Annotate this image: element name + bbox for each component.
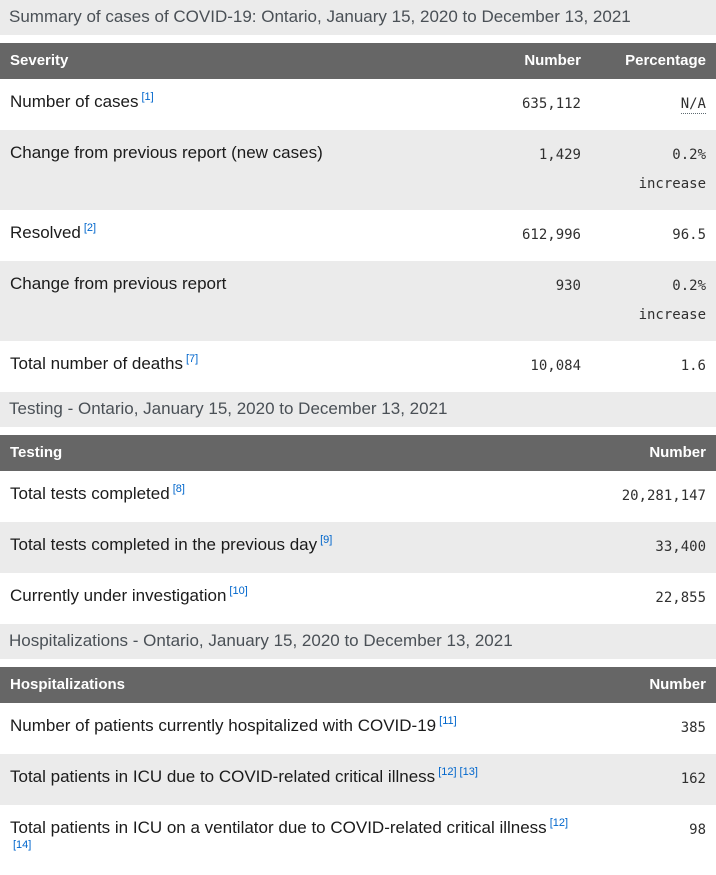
percentage-number: 0.2% xyxy=(672,278,706,294)
hospitalizations-header-row: Hospitalizations Number xyxy=(0,667,716,703)
footnote-link[interactable]: [1] xyxy=(141,91,154,104)
summary-table: Severity Number Percentage Number of cas… xyxy=(0,43,716,392)
table-row: Total tests completed in the previous da… xyxy=(0,522,716,573)
table-row: Total number of deaths [7] 10,084 1.6 xyxy=(0,341,716,392)
footnote-link[interactable]: [14] xyxy=(13,839,32,852)
table-row: Number of patients currently hospitalize… xyxy=(0,703,716,754)
number-value: 612,996 xyxy=(521,227,581,243)
number-value: 98 xyxy=(689,822,706,838)
row-label: Total tests completed in the previous da… xyxy=(0,522,586,573)
row-label: Number of patients currently hospitalize… xyxy=(0,703,586,754)
testing-table-title: Testing - Ontario, January 15, 2020 to D… xyxy=(0,392,716,427)
table-row: Currently under investigation [10] 22,855 xyxy=(0,573,716,624)
table-row: Total patients in ICU on a ventilator du… xyxy=(0,805,716,875)
row-label-text: Total tests completed in the previous da… xyxy=(10,535,318,554)
summary-header-row: Severity Number Percentage xyxy=(0,43,716,79)
table-row: Total patients in ICU due to COVID-relat… xyxy=(0,754,716,805)
footnote-link[interactable]: [12] xyxy=(549,817,569,830)
testing-table-block: Testing Number Total tests completed [8] 2… xyxy=(0,435,716,624)
table-row: Resolved [2] 612,996 96.5 xyxy=(0,210,716,261)
footnote-link[interactable]: [2] xyxy=(83,222,97,235)
percentage-value: 96.5 xyxy=(591,210,716,261)
table-row: Change from previous report 930 0.2% increa… xyxy=(0,261,716,341)
percentage-number: 0.2% xyxy=(672,147,706,163)
row-label-text: Number of cases xyxy=(10,92,139,111)
number-value: 1,429 xyxy=(538,147,581,163)
row-label-text: Total tests completed xyxy=(10,484,170,503)
number-value: 162 xyxy=(680,771,706,787)
row-label: Total patients in ICU due to COVID-relat… xyxy=(0,754,586,805)
percentage-number: 96.5 xyxy=(672,227,706,243)
column-header-percentage: Percentage xyxy=(591,43,716,79)
column-header-severity: Severity xyxy=(0,43,461,79)
row-label-text: Change from previous report xyxy=(10,274,227,293)
row-label: Change from previous report (new cases) xyxy=(0,130,461,210)
percentage-note: increase xyxy=(638,307,706,323)
footnote-link[interactable]: [12] xyxy=(438,766,457,779)
number-value: 33,400 xyxy=(655,539,706,555)
table-row: Number of cases [1] 635,112 N/A xyxy=(0,79,716,130)
footnote-link[interactable]: [11] xyxy=(439,715,457,728)
column-header-testing: Testing xyxy=(0,435,586,471)
number-value: 20,281,147 xyxy=(621,488,706,504)
row-label-text: Currently under investigation xyxy=(10,586,227,605)
row-label-text: Total number of deaths xyxy=(10,354,183,373)
number-value: 635,112 xyxy=(521,96,581,112)
number-value: 22,855 xyxy=(655,590,706,606)
column-header-number: Number xyxy=(461,43,591,79)
footnote-link[interactable]: [13] xyxy=(459,766,478,779)
row-label-text: Resolved xyxy=(10,223,81,242)
row-label: Currently under investigation [10] xyxy=(0,573,586,624)
percentage-value: 1.6 xyxy=(591,341,716,392)
column-header-number: Number xyxy=(586,667,716,703)
number-value: 385 xyxy=(680,720,706,736)
percentage-value: N/A xyxy=(591,79,716,130)
footnote-link[interactable]: [9] xyxy=(320,534,333,547)
summary-table-title: Summary of cases of COVID-19: Ontario, J… xyxy=(0,0,716,35)
row-label-text: Total patients in ICU due to COVID-relat… xyxy=(10,767,436,786)
row-label-text: Number of patients currently hospitalize… xyxy=(10,716,437,735)
row-label: Change from previous report xyxy=(0,261,461,341)
row-label: Total tests completed [8] xyxy=(0,471,586,522)
na-abbreviation: N/A xyxy=(680,96,706,114)
percentage-value: 0.2% increase xyxy=(591,130,716,210)
percentage-value: 0.2% increase xyxy=(591,261,716,341)
percentage-number: 1.6 xyxy=(680,358,706,374)
number-value: 10,084 xyxy=(530,358,581,374)
row-label-text: Total patients in ICU on a ventilator du… xyxy=(10,818,547,837)
row-label: Total patients in ICU on a ventilator du… xyxy=(0,805,586,875)
footnote-link[interactable]: [10] xyxy=(229,585,248,598)
row-label: Total number of deaths [7] xyxy=(0,341,461,392)
row-label-text: Change from previous report (new cases) xyxy=(10,143,323,162)
table-row: Change from previous report (new cases) 1… xyxy=(0,130,716,210)
row-label: Resolved [2] xyxy=(0,210,461,261)
hospitalizations-table: Hospitalizations Number Number of patien… xyxy=(0,667,716,875)
column-header-hospitalizations: Hospitalizations xyxy=(0,667,586,703)
summary-table-block: Severity Number Percentage Number of cas… xyxy=(0,43,716,392)
row-label: Number of cases [1] xyxy=(0,79,461,130)
footnote-link[interactable]: [8] xyxy=(172,483,185,496)
testing-table: Testing Number Total tests completed [8] 2… xyxy=(0,435,716,624)
testing-header-row: Testing Number xyxy=(0,435,716,471)
hospitalizations-table-title: Hospitalizations - Ontario, January 15, … xyxy=(0,624,716,659)
hospitalizations-table-block: Hospitalizations Number Number of patien… xyxy=(0,667,716,875)
percentage-note: increase xyxy=(638,176,706,192)
footnote-link[interactable]: [7] xyxy=(185,353,199,366)
table-row: Total tests completed [8] 20,281,147 xyxy=(0,471,716,522)
number-value: 930 xyxy=(555,278,581,294)
column-header-number: Number xyxy=(586,435,716,471)
